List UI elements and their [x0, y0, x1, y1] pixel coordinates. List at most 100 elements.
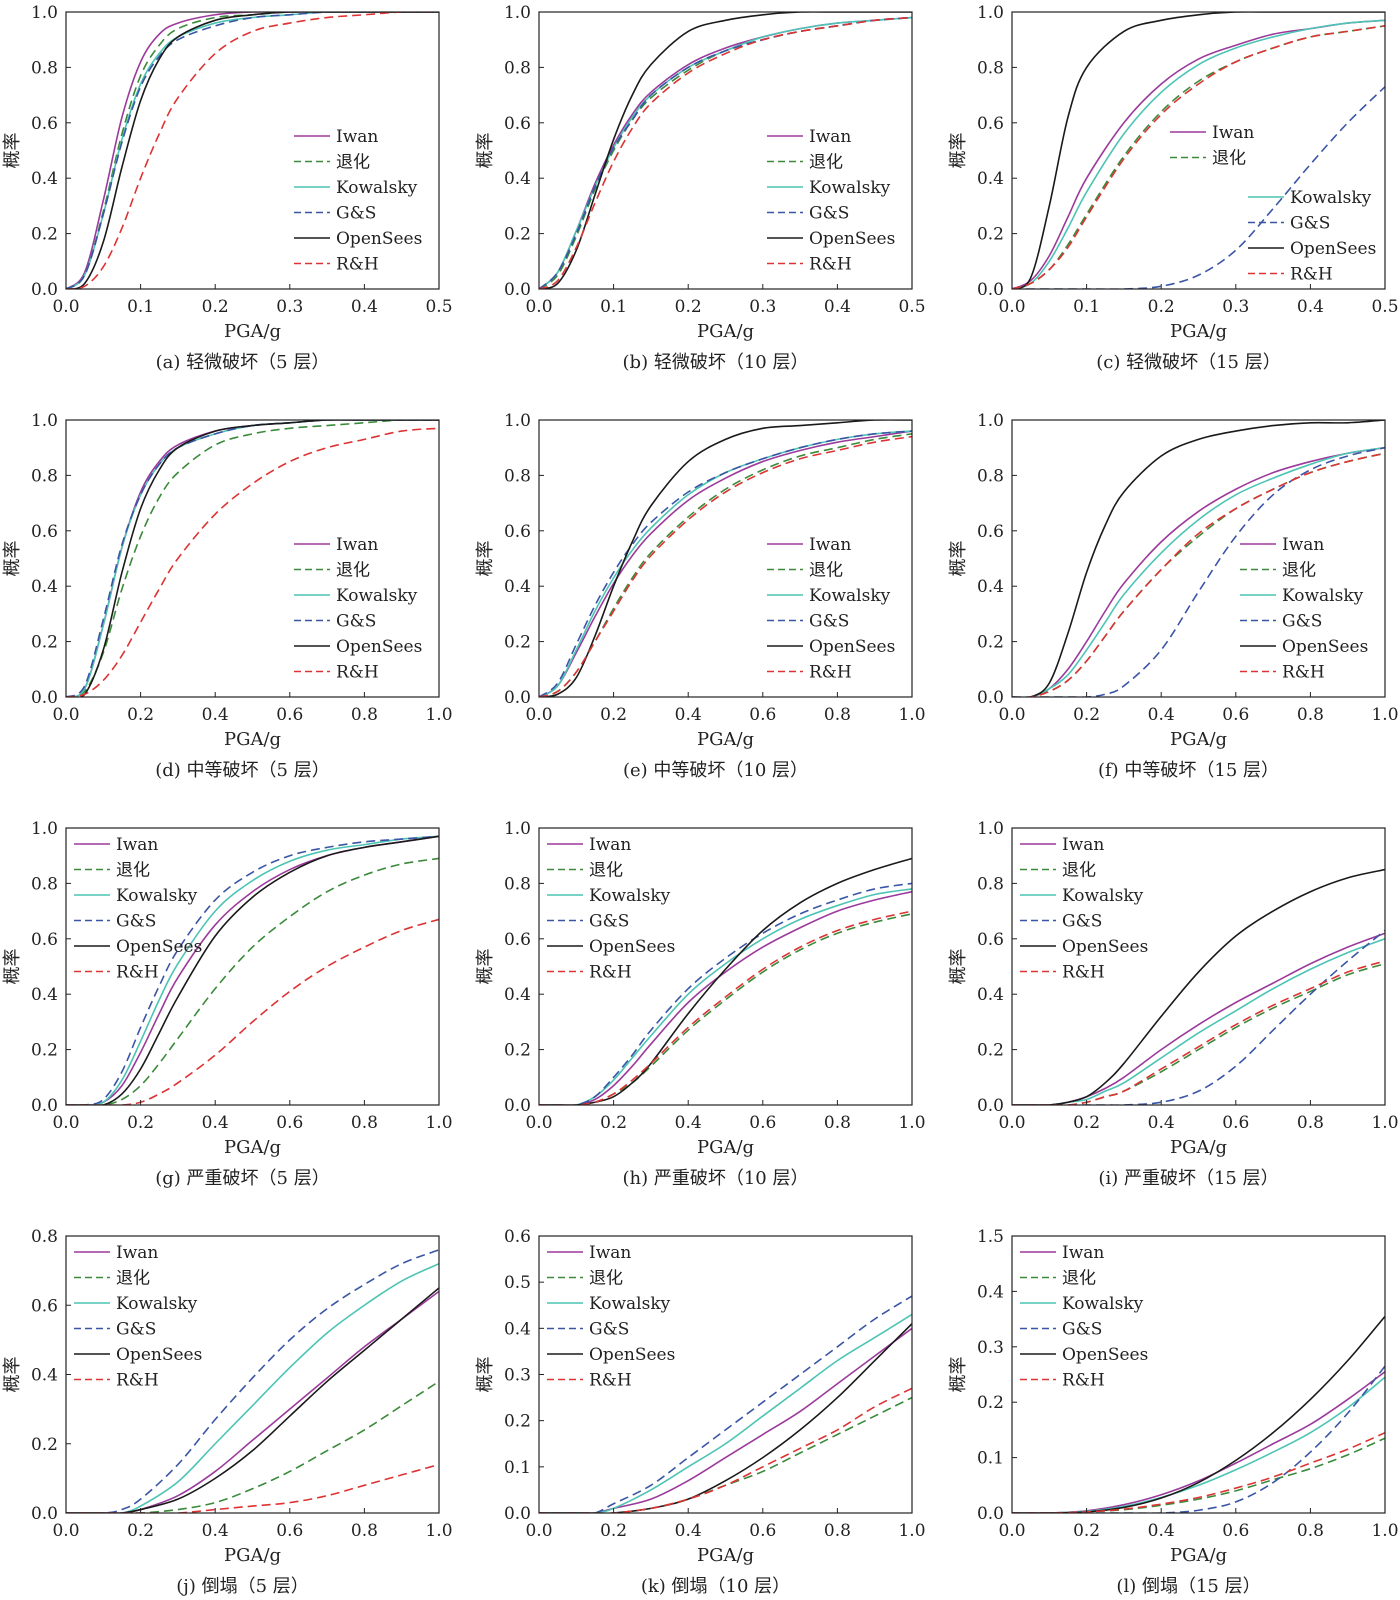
x-axis-label: PGA/g	[224, 321, 281, 342]
panel-caption: (g) 严重破坏（5 层）	[155, 1168, 329, 1189]
series-line	[539, 430, 912, 697]
legend-label: Kowalsky	[116, 1294, 198, 1314]
x-tick-label: 0.4	[1297, 297, 1324, 317]
x-tick-label: 0.4	[202, 1113, 229, 1133]
legend-label: Iwan	[336, 535, 378, 555]
legend-label: Kowalsky	[1062, 886, 1144, 906]
y-tick-label: 1.0	[977, 3, 1004, 23]
legend-label: Kowalsky	[589, 1294, 671, 1314]
plot-frame	[65, 11, 440, 290]
x-tick-label: 0.2	[675, 297, 702, 317]
legend-label: OpenSees	[336, 229, 422, 249]
x-tick-label: 0.2	[1073, 1521, 1100, 1541]
x-tick-label: 0.5	[425, 297, 452, 317]
plot-frame	[1011, 827, 1386, 1106]
series-line	[1012, 446, 1385, 697]
legend-label: OpenSees	[116, 1345, 202, 1365]
y-tick-label: 0.2	[977, 1393, 1004, 1413]
series-line	[1012, 19, 1385, 289]
chart-panel: 0.0 0.2 0.4 0.6 0.8 1.0 0.0 0.2 0.4 0.6 0.8 1.0 PGA/…	[948, 819, 1399, 1189]
x-tick-label: 0.2	[1073, 705, 1100, 725]
series-line	[539, 1313, 912, 1513]
legend-label: OpenSees	[1282, 637, 1368, 657]
x-tick-label: 0.4	[1148, 1521, 1175, 1541]
legend-label: Iwan	[1282, 535, 1324, 555]
legend-label: R&H	[809, 255, 852, 275]
legend-label: 退化	[336, 153, 370, 173]
x-axis-label: PGA/g	[224, 1137, 281, 1158]
y-tick-label: 0.2	[31, 225, 58, 245]
legend-label: G&S	[589, 912, 629, 932]
y-tick-label: 0.2	[977, 633, 1004, 653]
legend-label: Iwan	[1212, 123, 1254, 143]
x-tick-label: 0.5	[1371, 297, 1398, 317]
y-axis-label: 概率	[475, 541, 496, 577]
legend-label: 退化	[589, 861, 623, 881]
x-tick-label: 0.6	[276, 1521, 303, 1541]
series-line	[539, 420, 912, 697]
x-axis-label: PGA/g	[1170, 729, 1227, 750]
legend-label: R&H	[336, 255, 379, 275]
series-line	[66, 12, 439, 289]
y-tick-label: 0.2	[504, 1412, 531, 1432]
y-tick-label: 0.6	[31, 1296, 58, 1316]
plot-frame	[1011, 1235, 1386, 1514]
legend-label: Iwan	[1062, 1243, 1104, 1263]
legend-label: G&S	[336, 612, 376, 632]
y-tick-label: 1.0	[504, 3, 531, 23]
series-line	[66, 427, 439, 697]
y-tick-label: 0.8	[977, 466, 1004, 486]
x-tick-label: 0.0	[525, 297, 552, 317]
x-axis-label: PGA/g	[1170, 1137, 1227, 1158]
series-line	[66, 420, 439, 697]
x-axis-label: PGA/g	[697, 729, 754, 750]
y-tick-label: 1.0	[977, 819, 1004, 839]
y-tick-label: 0.4	[977, 985, 1004, 1005]
x-tick-label: 1.0	[1371, 1113, 1398, 1133]
y-tick-label: 0.3	[504, 1366, 531, 1386]
y-tick-label: 0.8	[31, 1227, 58, 1247]
panel-caption: (i) 严重破坏（15 层）	[1098, 1168, 1278, 1189]
x-tick-label: 0.8	[824, 1521, 851, 1541]
panel-caption: (e) 中等破坏（10 层）	[623, 760, 808, 781]
y-tick-label: 0.0	[504, 1096, 531, 1116]
y-tick-label: 0.3	[977, 1338, 1004, 1358]
legend-label: G&S	[809, 204, 849, 224]
y-tick-label: 0.4	[504, 169, 531, 189]
chart-panel: 0.0 0.2 0.4 0.6 0.8 1.0 0.0 0.2 0.4 0.6 0.8 1.0 PGA/…	[2, 819, 453, 1189]
series-line	[539, 1327, 912, 1513]
x-tick-label: 0.1	[127, 297, 154, 317]
y-tick-label: 0.6	[504, 930, 531, 950]
y-tick-label: 0.4	[504, 1319, 531, 1339]
legend-label: R&H	[1062, 963, 1105, 983]
y-axis-label: 概率	[948, 541, 969, 577]
legend-label: 退化	[116, 1269, 150, 1289]
chart-panel: 0.0 0.1 0.2 0.3 0.4 0.5 0.0 0.2 0.4 0.6 0.8 1.0 PGA/…	[2, 3, 453, 373]
legend-label: R&H	[589, 963, 632, 983]
legend-label: G&S	[116, 1320, 156, 1340]
series-line	[66, 1287, 439, 1513]
y-axis-label: 概率	[2, 1357, 23, 1393]
y-tick-label: 0.6	[977, 114, 1004, 134]
legend-label: Kowalsky	[1290, 188, 1372, 208]
plot-frame	[65, 419, 440, 698]
series-line	[1012, 446, 1385, 697]
chart-panel: 0.0 0.2 0.4 0.6 0.8 1.0 0.0 0.2 0.4 0.6 0.8 1.0 PGA/…	[475, 411, 926, 781]
chart-panel: 0.0 0.1 0.2 0.3 0.4 0.5 0.0 0.2 0.4 0.6 0.8 1.0 PGA/…	[475, 3, 926, 373]
x-tick-label: 0.6	[1222, 1113, 1249, 1133]
legend-label: Kowalsky	[336, 178, 418, 198]
legend-label: 退化	[809, 153, 843, 173]
series-line	[66, 1290, 439, 1513]
series-line	[1012, 25, 1385, 289]
y-tick-label: 0.6	[31, 930, 58, 950]
panel-caption: (k) 倒塌（10 层）	[641, 1576, 790, 1597]
legend-label: 退化	[809, 561, 843, 581]
series-line	[66, 420, 439, 697]
x-tick-label: 0.2	[600, 1521, 627, 1541]
series-line	[539, 1323, 912, 1513]
series-line	[1012, 932, 1385, 1105]
legend-label: Iwan	[809, 535, 851, 555]
legend-label: OpenSees	[336, 637, 422, 657]
legend-label: R&H	[1062, 1371, 1105, 1391]
